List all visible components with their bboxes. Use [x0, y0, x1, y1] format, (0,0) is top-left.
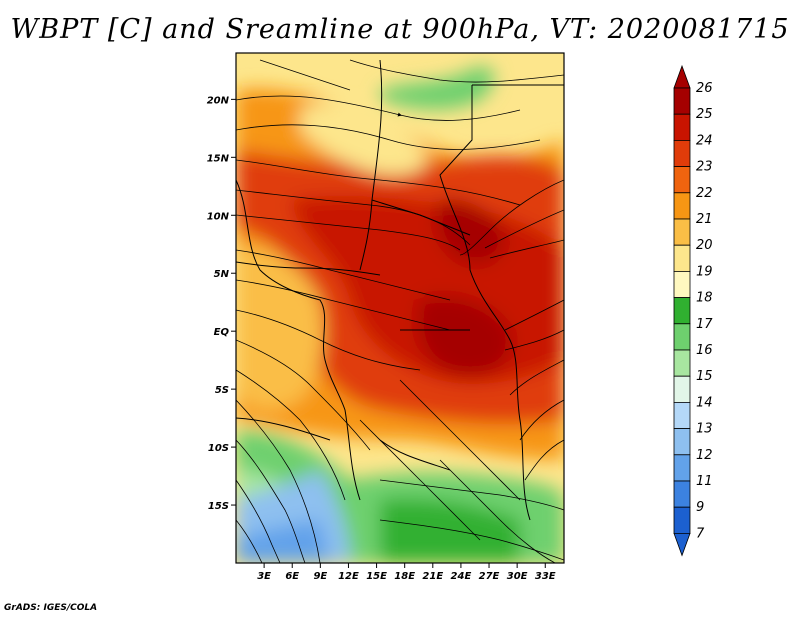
colorbar-swatch: [673, 454, 691, 482]
colorbar-bottom-arrow: [673, 533, 691, 557]
lat-tick-label: 5S: [215, 385, 229, 396]
colorbar-label: 20: [696, 238, 713, 253]
lon-tick-label: 12E: [338, 571, 359, 582]
lat-tick-label: 10S: [208, 443, 229, 454]
colorbar-swatch: [673, 375, 691, 403]
lat-tick-label: EQ: [214, 327, 230, 338]
colorbar-label: 25: [696, 107, 713, 122]
colorbar-label: 23: [696, 160, 713, 175]
wbpt-field: [236, 53, 564, 563]
colorbar-label: 14: [696, 395, 713, 410]
lon-tick-label: 24E: [451, 571, 472, 582]
colorbar-swatch: [673, 87, 691, 115]
colorbar-swatch: [673, 506, 691, 534]
colorbar-label: 9: [696, 500, 704, 515]
colorbar-swatch: [673, 480, 691, 508]
colorbar-label: 12: [696, 448, 713, 463]
lon-axis: 3E 6E 9E 12E 15E 18E 21E 24E 27E 30E 33E: [257, 563, 556, 582]
colorbar-top-arrow: [673, 64, 691, 89]
lat-axis: 20N 15N 10N 5N EQ 5S 10S 15S: [207, 95, 236, 512]
country-boundaries: [236, 59, 564, 521]
lon-tick-label: 21E: [422, 571, 443, 582]
colorbar-swatch: [673, 349, 691, 377]
streamlines: [236, 59, 564, 563]
colorbar-swatch: [673, 218, 691, 246]
colorbar-label: 16: [696, 343, 713, 358]
lon-tick-label: 3E: [257, 571, 271, 582]
lat-tick-label: 20N: [207, 95, 230, 106]
lat-tick-label: 5N: [214, 269, 230, 280]
colorbar-swatch: [673, 192, 691, 220]
colorbar-swatch: [673, 113, 691, 141]
plot-frame: [235, 52, 565, 564]
colorbar-label: 11: [696, 474, 713, 489]
colorbar-label: 22: [696, 186, 713, 201]
colorbar-label: 17: [696, 317, 713, 332]
colorbar-swatch: [673, 428, 691, 456]
colorbar-swatch: [673, 270, 691, 298]
colorbar: 26 25 24 23 22 21 20 19 18 17 16 15 14 13 12 11 9 7: [673, 64, 713, 557]
colorbar-swatch: [673, 401, 691, 429]
grads-credit: GrADS: IGES/COLA: [4, 603, 98, 613]
colorbar-swatch: [673, 297, 691, 325]
lon-tick-label: 30E: [507, 571, 528, 582]
lat-tick-label: 10N: [207, 211, 230, 222]
lon-tick-label: 18E: [394, 571, 415, 582]
lon-tick-label: 6E: [285, 571, 299, 582]
colorbar-label: 19: [696, 264, 713, 279]
lon-tick-label: 15E: [366, 571, 387, 582]
colorbar-label: 13: [696, 422, 713, 437]
lat-tick-label: 15N: [207, 153, 230, 164]
colorbar-label: 26: [696, 81, 713, 96]
colorbar-swatch: [673, 323, 691, 351]
colorbar-label: 7: [696, 526, 705, 541]
colorbar-label: 18: [696, 291, 713, 306]
lon-tick-label: 9E: [313, 571, 327, 582]
colorbar-swatch: [673, 166, 691, 194]
colorbar-label: 21: [696, 212, 713, 227]
colorbar-label: 15: [696, 369, 713, 384]
map-title: WBPT [C] and Sreamline at 900hPa, VT: 20…: [10, 14, 790, 45]
lat-tick-label: 15S: [208, 501, 229, 512]
lon-tick-label: 33E: [535, 571, 556, 582]
colorbar-swatch: [673, 139, 691, 167]
colorbar-label: 24: [696, 133, 713, 148]
lon-tick-label: 27E: [479, 571, 500, 582]
colorbar-swatch: [673, 244, 691, 272]
